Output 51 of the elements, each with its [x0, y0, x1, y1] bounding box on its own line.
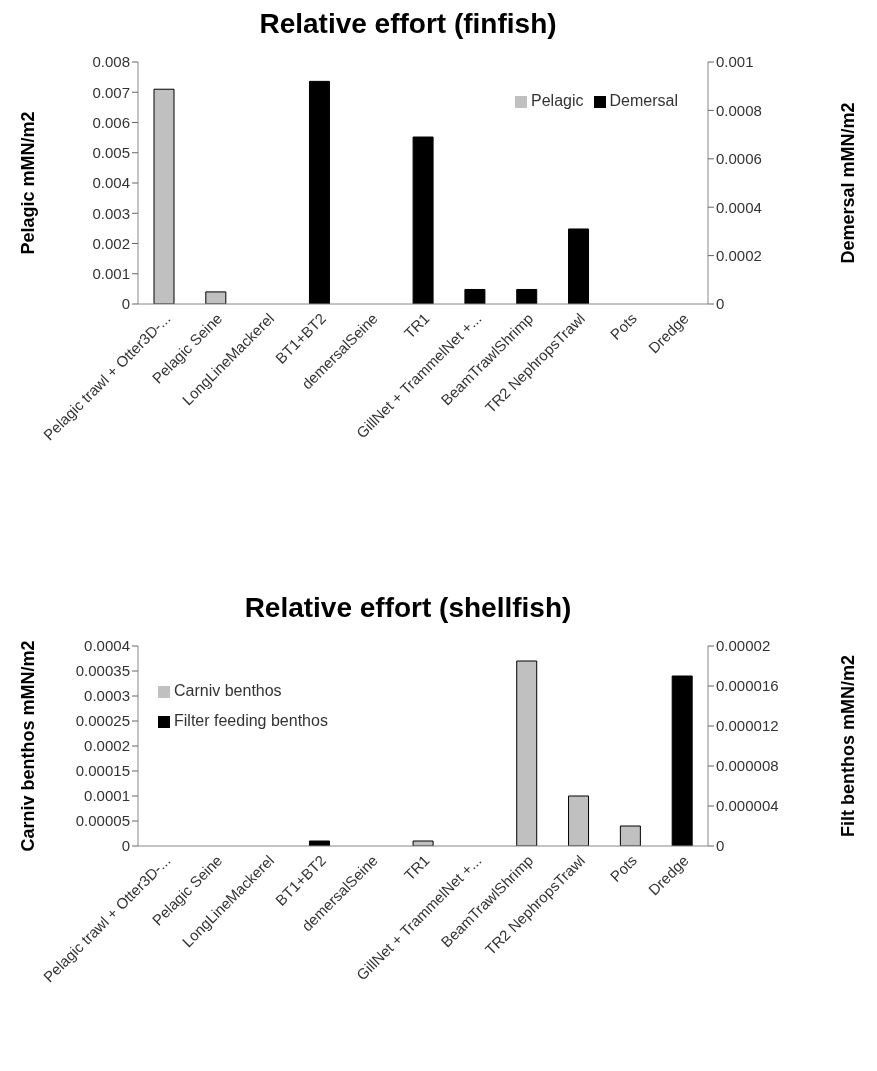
y-tick-label: 0.00035	[75, 662, 130, 680]
bar	[412, 840, 434, 846]
chart-title: Relative effort (finfish)	[258, 8, 558, 41]
y-axis-title: Carniv benthos mMN/m2	[18, 640, 39, 852]
y-tick-label: 0.003	[92, 204, 130, 222]
y-tick-label: 0.005	[92, 144, 130, 162]
y-tick-label: 0.00005	[75, 812, 130, 830]
y-tick-label: 0.002	[92, 234, 130, 252]
legend-label: Carniv benthos	[174, 682, 282, 699]
y-tick-label: 0.004	[92, 174, 130, 192]
y2-tick-label: 0.000008	[716, 757, 779, 775]
bar	[516, 660, 538, 846]
y-tick-label: 0.00015	[75, 762, 130, 780]
bar	[568, 228, 590, 304]
bar	[619, 825, 641, 846]
y2-tick-label: 0.001	[716, 53, 754, 71]
y-tick-label: 0.006	[92, 113, 130, 131]
chart-title: Relative effort (shellfish)	[243, 592, 573, 625]
y-tick-label: 0.0003	[84, 687, 130, 705]
y2-tick-label: 0.0006	[716, 150, 762, 168]
y-axis-title: Pelagic mMN/m2	[18, 111, 39, 255]
x-tick-label: Pots	[606, 309, 640, 343]
y2-axis-title: Filt benthos mMN/m2	[838, 654, 859, 838]
bar	[308, 80, 330, 304]
y-tick-label: 0.00025	[75, 712, 130, 730]
y2-tick-label: 0.000004	[716, 797, 779, 815]
y2-tick-label: 0	[716, 295, 725, 313]
y2-tick-label: 0.0002	[716, 246, 762, 264]
y2-tick-label: 0.0008	[716, 101, 762, 119]
legend-label: Filter feeding benthos	[174, 712, 328, 729]
y-tick-label: 0.008	[92, 53, 130, 71]
y-tick-label: 0.0002	[84, 737, 130, 755]
y2-tick-label: 0.000012	[716, 717, 779, 735]
x-tick-label: Pots	[606, 851, 640, 885]
y-tick-label: 0.001	[92, 265, 130, 283]
legend-label: Pelagic	[531, 92, 584, 109]
bar	[464, 288, 486, 304]
bar	[412, 136, 434, 304]
y2-tick-label: 0.000016	[716, 677, 779, 695]
y-tick-label: 0.007	[92, 83, 130, 101]
y-tick-label: 0.0004	[84, 637, 130, 655]
y-tick-label: 0	[121, 295, 130, 313]
legend-label: Demersal	[609, 92, 678, 109]
y2-tick-label: 0.00002	[716, 637, 771, 655]
y2-axis-title: Demersal mMN/m2	[838, 102, 859, 264]
bar	[568, 795, 590, 846]
bar	[516, 288, 538, 304]
y2-tick-label: 0.0004	[716, 198, 762, 216]
y2-tick-label: 0	[716, 837, 725, 855]
y-tick-label: 0.0001	[84, 787, 130, 805]
y-tick-label: 0	[121, 837, 130, 855]
